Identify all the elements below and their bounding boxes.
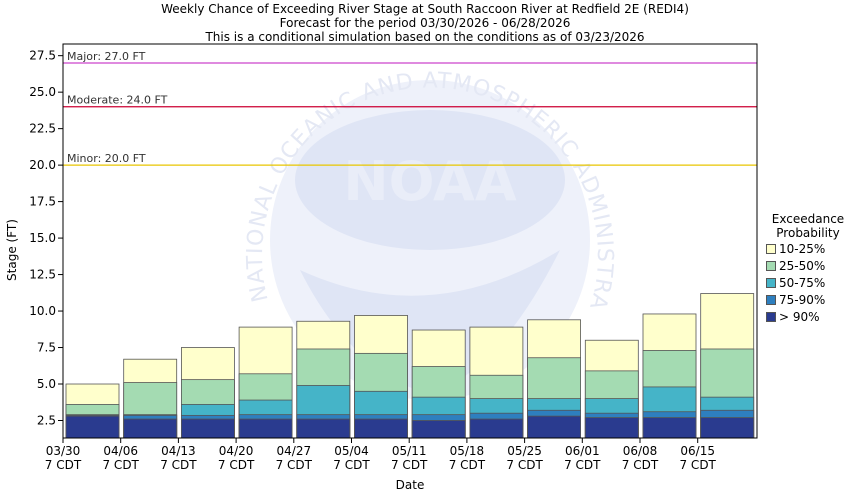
bar-05-04-90 <box>354 418 408 439</box>
y-tick-label-22.5: 22.5 <box>29 122 56 136</box>
x-tick-date-4: 04/27 <box>277 444 312 458</box>
y-tick-label-20.0: 20.0 <box>29 158 56 172</box>
bar-03-30-90 <box>65 415 120 439</box>
x-tick-zone-11: 7 CDT <box>679 458 716 472</box>
legend-label: 75-90% <box>779 292 826 307</box>
bar-05-11-90 <box>411 420 466 439</box>
bars-layer <box>65 293 755 439</box>
x-tick-date-10: 06/08 <box>623 444 658 458</box>
bar-05-18-90 <box>469 418 524 439</box>
chart-title: Weekly Chance of Exceeding River Stage a… <box>161 2 689 16</box>
legend-item: 25-50% <box>766 257 850 274</box>
y-tick-label-2.5: 2.5 <box>37 413 56 427</box>
bar-06-15-90 <box>700 417 755 439</box>
x-tick-zone-2: 7 CDT <box>160 458 197 472</box>
legend-title-line2: Probability <box>776 226 840 240</box>
threshold-lines: Major: 27.0 FT Moderate: 24.0 FT Minor: 20… <box>63 50 757 166</box>
threshold-label-27: Major: 27.0 FT <box>67 50 146 63</box>
legend-swatch <box>766 243 776 254</box>
y-tick-label-10.0: 10.0 <box>29 304 56 318</box>
legend-label: 25-50% <box>779 258 826 273</box>
x-tick-zone-7: 7 CDT <box>449 458 486 472</box>
x-tick-date-8: 05/25 <box>507 444 542 458</box>
legend: Exceedance Probability 10-25% 25-50% 50-75… <box>766 212 850 325</box>
x-tick-date-2: 04/13 <box>161 444 196 458</box>
axes-layer: 2.5 5.0 7.5 10.0 12.5 15.0 17.5 20.0 22.5 25.0 27.… <box>29 43 758 472</box>
watermark-logo-text: NOAA <box>343 150 516 213</box>
bar-06-08-90 <box>642 417 697 439</box>
plot-frame <box>62 43 758 439</box>
x-tick-date-1: 04/06 <box>103 444 138 458</box>
legend-item: 75-90% <box>766 291 850 308</box>
legend-label: 50-75% <box>779 275 826 290</box>
watermark-seal-gull <box>300 250 560 395</box>
y-tick-label-27.5: 27.5 <box>29 49 56 63</box>
bar-04-06-90 <box>123 418 178 439</box>
threshold-label-24: Moderate: 24.0 FT <box>67 94 168 107</box>
y-axis-label: Stage (FT) <box>5 219 19 281</box>
x-tick-zone-5: 7 CDT <box>333 458 370 472</box>
bar-05-25-90 <box>527 415 581 439</box>
x-tick-zone-0: 7 CDT <box>45 458 82 472</box>
legend-swatch <box>766 294 776 305</box>
legend-items: 10-25% 25-50% 50-75% 75-90% > 90% <box>766 240 850 325</box>
y-tick-label-17.5: 17.5 <box>29 195 56 209</box>
watermark-seal-band <box>295 110 565 250</box>
threshold-label-20: Minor: 20.0 FT <box>67 152 146 165</box>
x-tick-date-11: 06/15 <box>680 444 715 458</box>
y-tick-label-12.5: 12.5 <box>29 268 56 282</box>
chart-subtitle-period: Forecast for the period 03/30/2026 - 06/… <box>279 16 571 30</box>
legend-label: 10-25% <box>779 241 826 256</box>
legend-item: > 90% <box>766 308 850 325</box>
x-tick-zone-4: 7 CDT <box>276 458 313 472</box>
x-tick-date-5: 05/04 <box>334 444 369 458</box>
x-tick-zone-8: 7 CDT <box>506 458 543 472</box>
bar-04-20-90 <box>238 418 293 439</box>
y-tick-label-5.0: 5.0 <box>37 377 56 391</box>
legend-swatch <box>766 277 776 288</box>
legend-item: 50-75% <box>766 274 850 291</box>
x-tick-zone-6: 7 CDT <box>391 458 428 472</box>
x-tick-date-0: 03/30 <box>46 444 81 458</box>
x-tick-date-3: 04/20 <box>219 444 254 458</box>
chart-subtitle-conditions: This is a conditional simulation based o… <box>205 30 645 44</box>
bar-04-27-90 <box>296 418 351 439</box>
x-tick-zone-10: 7 CDT <box>622 458 659 472</box>
legend-swatch <box>766 260 776 271</box>
y-tick-label-25.0: 25.0 <box>29 85 56 99</box>
legend-item: 10-25% <box>766 240 850 257</box>
y-tick-label-15.0: 15.0 <box>29 231 56 245</box>
x-tick-date-7: 05/18 <box>450 444 485 458</box>
x-axis-label: Date <box>395 478 425 492</box>
legend-label: > 90% <box>779 309 820 324</box>
x-tick-zone-9: 7 CDT <box>564 458 601 472</box>
x-tick-date-9: 06/01 <box>565 444 600 458</box>
x-tick-zone-1: 7 CDT <box>102 458 139 472</box>
x-tick-zone-3: 7 CDT <box>218 458 255 472</box>
legend-title-line1: Exceedance <box>771 212 845 226</box>
y-tick-label-7.5: 7.5 <box>37 341 56 355</box>
bar-06-01-90 <box>584 417 639 439</box>
legend-swatch <box>766 311 776 322</box>
bar-04-13-90 <box>180 418 235 439</box>
x-tick-date-6: 05/11 <box>392 444 427 458</box>
